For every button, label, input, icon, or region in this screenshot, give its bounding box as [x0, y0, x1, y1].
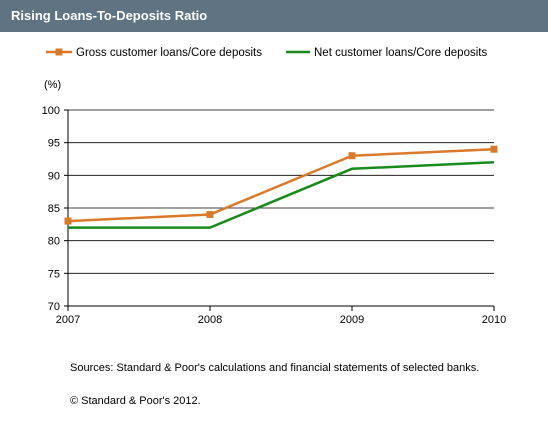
y-tick-label-80: 80	[48, 236, 60, 248]
series-1-point-2007	[64, 217, 72, 225]
y-tick-label-95: 95	[48, 138, 60, 150]
y-tick-label-85: 85	[48, 203, 60, 215]
series-1-point-2010	[490, 145, 498, 153]
x-tick-label-2009: 2009	[340, 314, 364, 326]
copyright-note: © Standard & Poor's 2012.	[70, 395, 201, 407]
y-tick-label-75: 75	[48, 268, 60, 280]
y-tick-label-70: 70	[48, 301, 60, 313]
series-line-2	[68, 161, 495, 229]
sources-note: Sources: Standard & Poor's calculations …	[70, 362, 480, 374]
legend-label-2: Net customer loans/Core deposits	[314, 47, 487, 59]
series-line-1	[67, 147, 495, 223]
x-tick-label-2008: 2008	[198, 314, 222, 326]
x-tick-label-2010: 2010	[482, 314, 506, 326]
x-tick-label-2007: 2007	[56, 314, 80, 326]
legend-label-1: Gross customer loans/Core deposits	[76, 47, 262, 59]
series-1-point-2008	[206, 211, 214, 219]
y-axis-unit-label: (%)	[44, 79, 61, 91]
line-chart: Gross customer loans/Core deposits Net cu…	[42, 47, 507, 326]
y-tick-label-100: 100	[42, 105, 60, 117]
y-tick-label-90: 90	[48, 170, 60, 182]
legend-marker-1	[55, 48, 63, 56]
title-bar: Rising Loans-To-Deposits Ratio	[0, 0, 548, 32]
chart-title: Rising Loans-To-Deposits Ratio	[11, 8, 208, 23]
series-1-point-2009	[348, 152, 356, 160]
